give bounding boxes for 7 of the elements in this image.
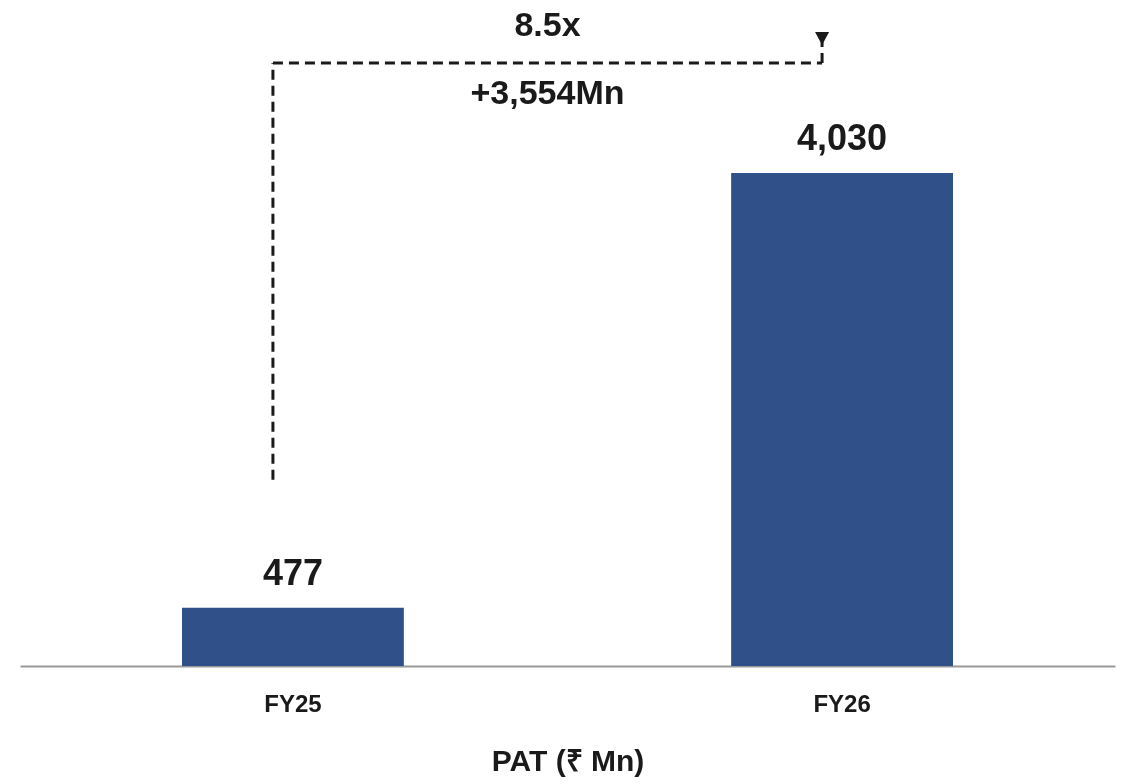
text: +3,554Mn — [470, 73, 625, 111]
x-tick-label: FY25 — [264, 689, 322, 717]
data-label: 477 — [262, 551, 323, 593]
x-axis-title: PAT (₹ Mn) — [491, 743, 645, 777]
text: 8.5x — [514, 5, 581, 43]
x-tick-label: FY26 — [813, 689, 871, 717]
data-label: 4,030 — [797, 116, 888, 158]
